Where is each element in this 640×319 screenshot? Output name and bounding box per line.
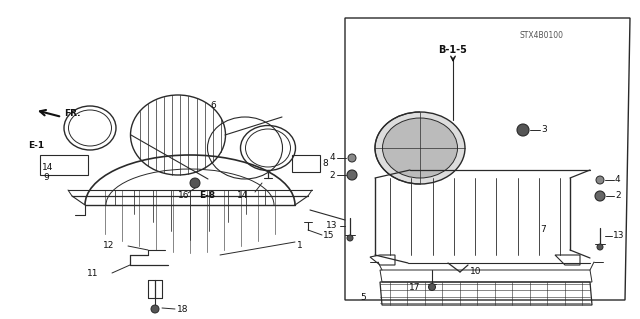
Text: 14: 14 xyxy=(42,162,53,172)
Ellipse shape xyxy=(375,112,465,184)
Text: 18: 18 xyxy=(177,305,189,314)
Circle shape xyxy=(429,284,435,291)
Text: 17: 17 xyxy=(408,283,420,292)
Text: 8: 8 xyxy=(322,160,328,168)
Circle shape xyxy=(347,235,353,241)
Circle shape xyxy=(190,178,200,188)
Text: 7: 7 xyxy=(540,226,546,234)
Circle shape xyxy=(596,176,604,184)
Text: 2: 2 xyxy=(615,191,621,201)
Text: 13: 13 xyxy=(613,232,625,241)
Text: 11: 11 xyxy=(86,269,98,278)
Circle shape xyxy=(347,170,357,180)
Circle shape xyxy=(348,154,356,162)
Text: 12: 12 xyxy=(102,241,114,250)
Text: 13: 13 xyxy=(326,221,337,231)
Text: 9: 9 xyxy=(43,174,49,182)
Text: STX4B0100: STX4B0100 xyxy=(520,31,564,40)
Ellipse shape xyxy=(383,118,458,178)
Text: 16: 16 xyxy=(178,191,189,201)
Circle shape xyxy=(151,305,159,313)
Text: 14: 14 xyxy=(237,190,248,199)
Text: 4: 4 xyxy=(615,175,621,184)
Text: FR.: FR. xyxy=(64,109,81,118)
Circle shape xyxy=(597,244,603,250)
Text: 6: 6 xyxy=(210,100,216,109)
Text: 5: 5 xyxy=(360,293,366,302)
Text: 3: 3 xyxy=(541,125,547,135)
Text: 4: 4 xyxy=(330,153,335,162)
Text: 15: 15 xyxy=(323,231,335,240)
Text: 2: 2 xyxy=(330,170,335,180)
Text: B-1-5: B-1-5 xyxy=(438,45,467,55)
Text: E-1: E-1 xyxy=(28,142,44,151)
Circle shape xyxy=(595,191,605,201)
Text: 10: 10 xyxy=(470,268,481,277)
Text: E-8: E-8 xyxy=(199,191,215,201)
Circle shape xyxy=(517,124,529,136)
Text: 1: 1 xyxy=(297,241,303,249)
